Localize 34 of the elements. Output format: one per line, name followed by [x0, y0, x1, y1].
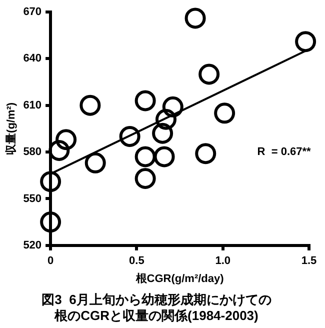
- x-tick-label: 1.0: [215, 255, 230, 268]
- x-tick-label: 0: [47, 255, 54, 268]
- text: 根のCGRと収量の関係(1984-2003): [54, 308, 258, 323]
- point: [214, 102, 236, 124]
- point: [184, 8, 206, 29]
- point: [48, 140, 70, 161]
- y-axis-title: 収量(g/m²): [4, 102, 18, 155]
- x-tick-label: 1.5: [301, 255, 317, 268]
- x-axis-title: 根CGR(g/m²/day): [134, 272, 224, 286]
- x-tick-label: 0.5: [129, 255, 144, 268]
- y-tick-label: 550: [23, 192, 42, 205]
- point: [40, 212, 62, 233]
- point: [80, 94, 101, 116]
- y-tick-label: 580: [23, 146, 42, 158]
- y-tick-label: 520: [23, 239, 42, 252]
- y-tick-label: 670: [23, 6, 42, 18]
- point: [134, 168, 156, 189]
- point: [40, 171, 62, 192]
- text: 図3 6月上旬から幼穂形成期にかけての: [42, 292, 272, 308]
- point: [295, 31, 316, 52]
- point: [195, 143, 216, 164]
- point: [162, 96, 184, 118]
- y-tick-label: 640: [23, 52, 42, 65]
- annotation: R = 0.67**: [257, 146, 312, 158]
- point: [134, 90, 156, 112]
- point: [155, 108, 176, 130]
- point: [119, 126, 140, 147]
- point: [154, 146, 175, 168]
- point: [134, 146, 156, 168]
- point: [56, 129, 77, 150]
- point: [84, 152, 106, 174]
- y-tick-label: 610: [23, 99, 42, 112]
- point: [152, 122, 174, 144]
- point: [198, 64, 220, 85]
